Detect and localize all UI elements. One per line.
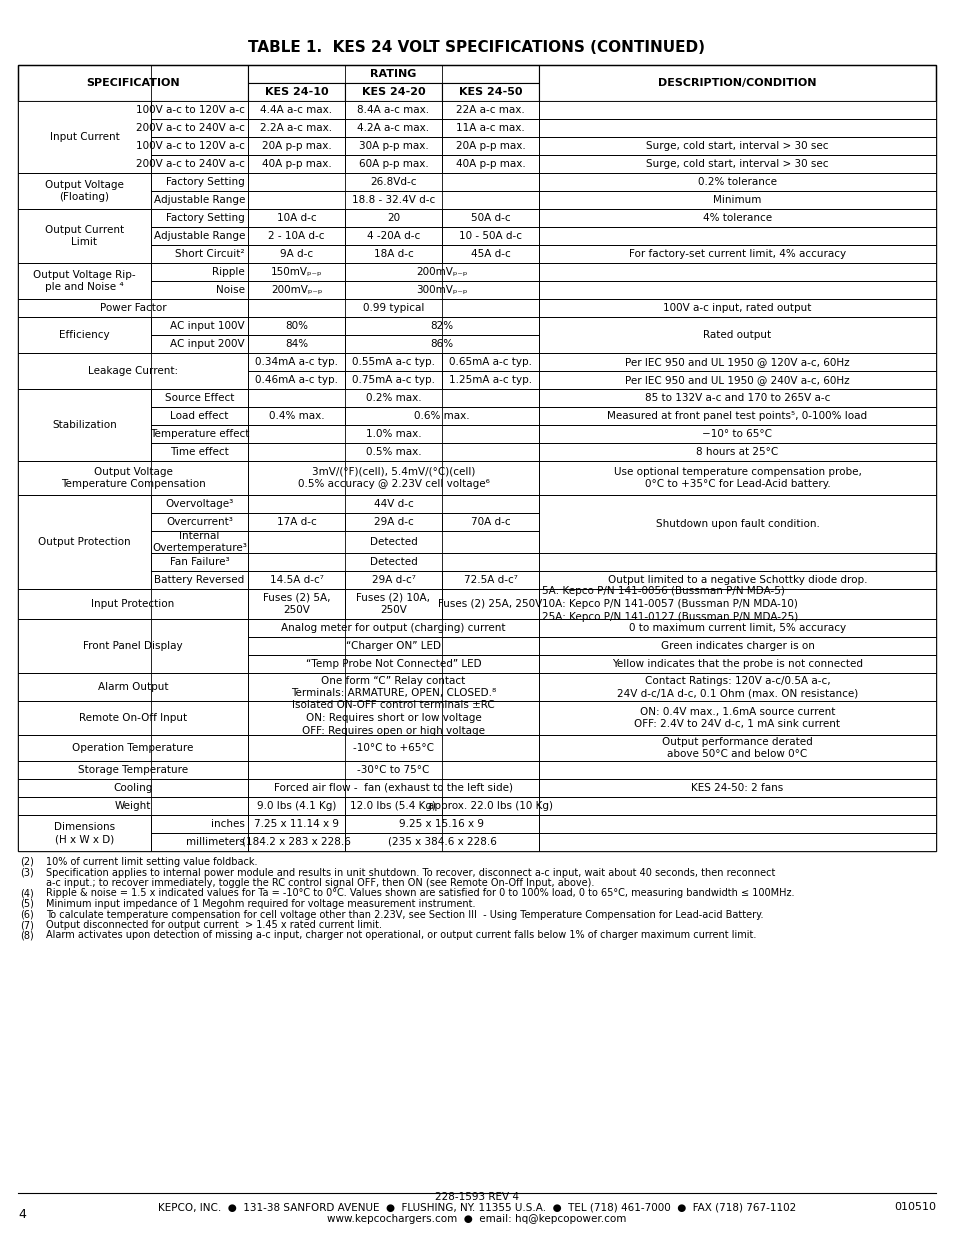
Text: 80%: 80% [285, 321, 308, 331]
Text: Battery Reversed: Battery Reversed [154, 576, 244, 585]
Bar [248, 461, 538, 495]
Bar [151, 425, 248, 443]
Bar [151, 137, 248, 156]
Bar [538, 408, 935, 425]
Text: 100V a-c input, rated output: 100V a-c input, rated output [662, 303, 811, 312]
Bar [151, 263, 248, 282]
Text: Leakage Current:: Leakage Current: [88, 366, 178, 375]
Bar [538, 701, 935, 735]
Bar [151, 245, 248, 263]
Text: 17A d-c: 17A d-c [276, 517, 316, 527]
Text: Output Voltage
Temperature Compensation: Output Voltage Temperature Compensation [61, 467, 205, 489]
Text: 0.65mA a-c typ.: 0.65mA a-c typ. [449, 357, 532, 367]
Bar [538, 443, 935, 461]
Text: 0.99 typical: 0.99 typical [362, 303, 424, 312]
Text: 010510: 010510 [893, 1202, 935, 1212]
Bar [18, 173, 151, 209]
Bar [345, 408, 538, 425]
Text: 5A: Kepco P/N 141-0056 (Bussman P/N MDA-5)
10A: Kepco P/N 141-0057 (Bussman P/N : 5A: Kepco P/N 141-0056 (Bussman P/N MDA-… [541, 587, 798, 621]
Bar [18, 815, 151, 851]
Bar [248, 735, 538, 761]
Bar [151, 832, 248, 851]
Text: inches: inches [211, 819, 245, 829]
Bar [538, 191, 935, 209]
Bar [248, 191, 538, 209]
Text: (235 x 384.6 x 228.6: (235 x 384.6 x 228.6 [387, 837, 496, 847]
Bar [18, 701, 248, 735]
Text: Ripple & noise = 1.5 x indicated values for Ta = -10°C to 0°C. Values shown are : Ripple & noise = 1.5 x indicated values … [46, 888, 794, 899]
Bar [345, 119, 441, 137]
Text: −10° to 65°C: −10° to 65°C [701, 429, 772, 438]
Text: millimeters: millimeters [186, 837, 245, 847]
Text: Output disconnected for output current  > 1.45 x rated current limit.: Output disconnected for output current >… [46, 920, 381, 930]
Bar [441, 589, 538, 619]
Text: “Temp Probe Not Connected” LED: “Temp Probe Not Connected” LED [305, 659, 481, 669]
Text: 300mVₚ₋ₚ: 300mVₚ₋ₚ [416, 285, 467, 295]
Bar [248, 101, 345, 119]
Text: (5): (5) [20, 899, 34, 909]
Text: 8.4A a-c max.: 8.4A a-c max. [357, 105, 429, 115]
Text: Storage Temperature: Storage Temperature [78, 764, 188, 776]
Text: Time effect: Time effect [170, 447, 229, 457]
Bar [345, 335, 538, 353]
Bar [151, 408, 248, 425]
Bar [441, 119, 538, 137]
Text: 1.0% max.: 1.0% max. [365, 429, 421, 438]
Bar [18, 673, 248, 701]
Text: Fan Failure³: Fan Failure³ [170, 557, 229, 567]
Text: 18A d-c: 18A d-c [374, 249, 413, 259]
Text: Output Voltage Rip-
ple and Noise ⁴: Output Voltage Rip- ple and Noise ⁴ [33, 269, 135, 293]
Bar [538, 156, 935, 173]
Bar [151, 119, 248, 137]
Text: KES 24-20: KES 24-20 [361, 86, 425, 98]
Bar [151, 553, 248, 571]
Text: Factory Setting: Factory Setting [166, 212, 245, 224]
Bar [538, 370, 935, 389]
Bar [345, 571, 441, 589]
Bar [538, 832, 935, 851]
Bar [538, 119, 935, 137]
Text: 2 - 10A d-c: 2 - 10A d-c [268, 231, 324, 241]
Text: Front Panel Display: Front Panel Display [83, 641, 183, 651]
Text: Use optional temperature compensation probe,
0°C to +35°C for Lead-Acid battery.: Use optional temperature compensation pr… [613, 467, 861, 489]
Bar [151, 282, 248, 299]
Bar [248, 263, 345, 282]
Bar [248, 245, 345, 263]
Bar [18, 761, 248, 779]
Text: 20A p-p max.: 20A p-p max. [261, 141, 331, 151]
Bar [345, 137, 441, 156]
Text: 7.25 x 11.14 x 9: 7.25 x 11.14 x 9 [253, 819, 338, 829]
Text: ON: 0.4V max., 1.6mA source current
OFF: 2.4V to 24V d-c, 1 mA sink current: ON: 0.4V max., 1.6mA source current OFF:… [634, 706, 840, 730]
Text: Load effect: Load effect [171, 411, 229, 421]
Text: Efficiency: Efficiency [59, 330, 110, 340]
Bar [248, 832, 345, 851]
Text: 30A p-p max.: 30A p-p max. [358, 141, 428, 151]
Text: TABLE 1.  KES 24 VOLT SPECIFICATIONS (CONTINUED): TABLE 1. KES 24 VOLT SPECIFICATIONS (CON… [248, 40, 705, 56]
Bar [538, 317, 935, 353]
Bar [151, 513, 248, 531]
Text: (184.2 x 283 x 228.6: (184.2 x 283 x 228.6 [242, 837, 351, 847]
Bar [18, 495, 151, 589]
Bar [345, 797, 441, 815]
Text: RATING: RATING [370, 69, 416, 79]
Text: 4% tolerance: 4% tolerance [702, 212, 771, 224]
Bar [18, 101, 151, 173]
Text: 45A d-c: 45A d-c [470, 249, 510, 259]
Bar [248, 389, 538, 408]
Bar [151, 227, 248, 245]
Bar [151, 571, 248, 589]
Text: Detected: Detected [369, 557, 416, 567]
Text: 100V a-c to 120V a-c: 100V a-c to 120V a-c [136, 105, 245, 115]
Text: For factory-set current limit, 4% accuracy: For factory-set current limit, 4% accura… [628, 249, 845, 259]
Text: KES 24-50: 2 fans: KES 24-50: 2 fans [691, 783, 782, 793]
Text: 4.2A a-c max.: 4.2A a-c max. [357, 124, 429, 133]
Text: Operation Temperature: Operation Temperature [72, 743, 193, 753]
Bar [441, 101, 538, 119]
Bar [538, 637, 935, 655]
Bar [151, 495, 248, 513]
Text: 4 -20A d-c: 4 -20A d-c [367, 231, 419, 241]
Text: 40A p-p max.: 40A p-p max. [456, 159, 525, 169]
Text: DESCRIPTION/CONDITION: DESCRIPTION/CONDITION [658, 78, 816, 88]
Text: Weight: Weight [114, 802, 151, 811]
Bar [18, 735, 248, 761]
